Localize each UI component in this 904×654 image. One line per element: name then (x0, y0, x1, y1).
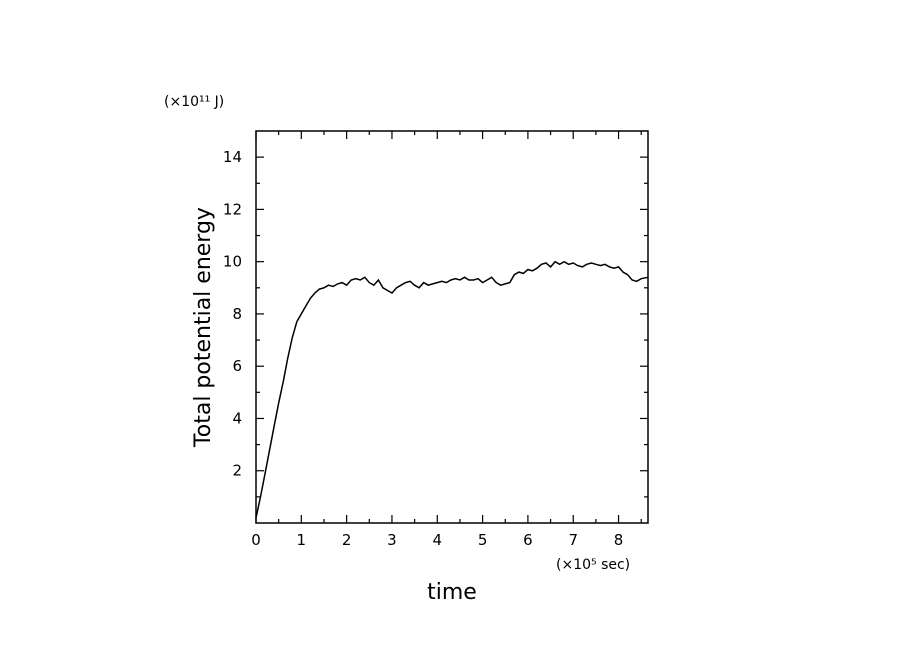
y-tick-label: 4 (232, 409, 242, 427)
x-tick-label: 2 (342, 531, 352, 549)
axis-ticks (255, 131, 648, 523)
y-tick-label: 10 (223, 253, 242, 271)
x-tick-label: 8 (614, 531, 624, 549)
x-tick-labels: 0 1 2 3 4 5 6 7 8 (251, 531, 623, 549)
plot-frame (255, 130, 649, 524)
y-axis-label: Total potential energy (191, 207, 216, 448)
y-unit-label: (×10¹¹ J) (164, 94, 224, 110)
y-tick-label: 14 (223, 148, 242, 166)
series-line-total-potential-energy (255, 260, 649, 518)
y-tick-label: 2 (232, 462, 242, 480)
x-tick-label: 4 (432, 531, 442, 549)
x-tick-label: 6 (523, 531, 533, 549)
y-tick-labels: 2 4 6 8 10 12 14 (223, 148, 242, 480)
x-axis-label: time (427, 580, 477, 605)
x-tick-label: 1 (297, 531, 307, 549)
x-tick-label: 3 (387, 531, 397, 549)
x-tick-label: 7 (568, 531, 578, 549)
y-tick-label: 12 (223, 200, 242, 218)
y-tick-label: 8 (232, 305, 242, 323)
y-tick-label: 6 (232, 357, 242, 375)
x-tick-label: 0 (251, 531, 261, 549)
x-tick-label: 5 (478, 531, 488, 549)
x-unit-label: (×10⁵ sec) (556, 557, 630, 573)
